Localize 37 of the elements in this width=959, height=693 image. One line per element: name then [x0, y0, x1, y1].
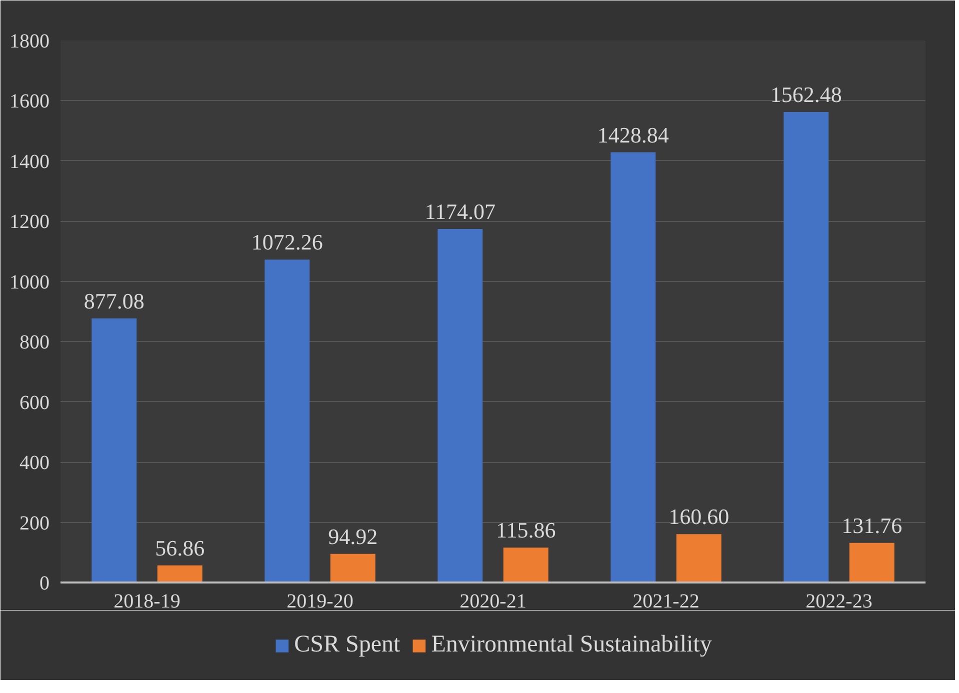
bar	[330, 554, 376, 582]
x-tick-label: 2021-22	[632, 590, 700, 612]
y-tick-label: 1600	[10, 90, 50, 113]
x-tick-label: 2019-20	[286, 590, 354, 612]
data-label: 115.86	[496, 518, 556, 543]
data-label: 1174.07	[424, 198, 496, 224]
y-tick-label: 0	[40, 572, 50, 594]
bar	[784, 112, 829, 582]
y-tick-label: 1000	[10, 271, 50, 294]
x-tick-label: 2022-23	[806, 590, 872, 612]
data-label: 1072.26	[251, 230, 323, 255]
y-tick-label: 400	[20, 452, 50, 474]
y-tick-label: 1400	[10, 150, 50, 173]
data-label: 160.60	[668, 504, 730, 530]
data-label: 131.76	[842, 512, 902, 538]
bar	[264, 260, 310, 582]
x-tick-label: 2018-19	[114, 590, 180, 612]
data-label: 94.92	[328, 524, 378, 549]
bar	[157, 565, 202, 582]
data-label: 56.86	[155, 535, 205, 560]
bar	[503, 548, 548, 582]
bar	[610, 152, 656, 582]
bar	[676, 534, 722, 582]
bar	[92, 318, 137, 582]
data-label: 1428.84	[597, 122, 669, 148]
data-label: 1562.48	[770, 82, 842, 108]
y-tick-label: 800	[20, 332, 50, 354]
y-tick-label: 1800	[10, 30, 50, 52]
x-tick-label: 2020-21	[460, 590, 526, 612]
y-tick-label: 1200	[10, 211, 50, 234]
legend-label: CSR Spent	[294, 632, 400, 658]
legend-label: Environmental Sustainability	[431, 632, 712, 658]
y-tick-label: 200	[20, 512, 50, 534]
y-tick-label: 600	[20, 392, 50, 414]
data-label: 877.08	[84, 288, 144, 314]
bar	[438, 228, 483, 582]
bar	[849, 542, 894, 582]
